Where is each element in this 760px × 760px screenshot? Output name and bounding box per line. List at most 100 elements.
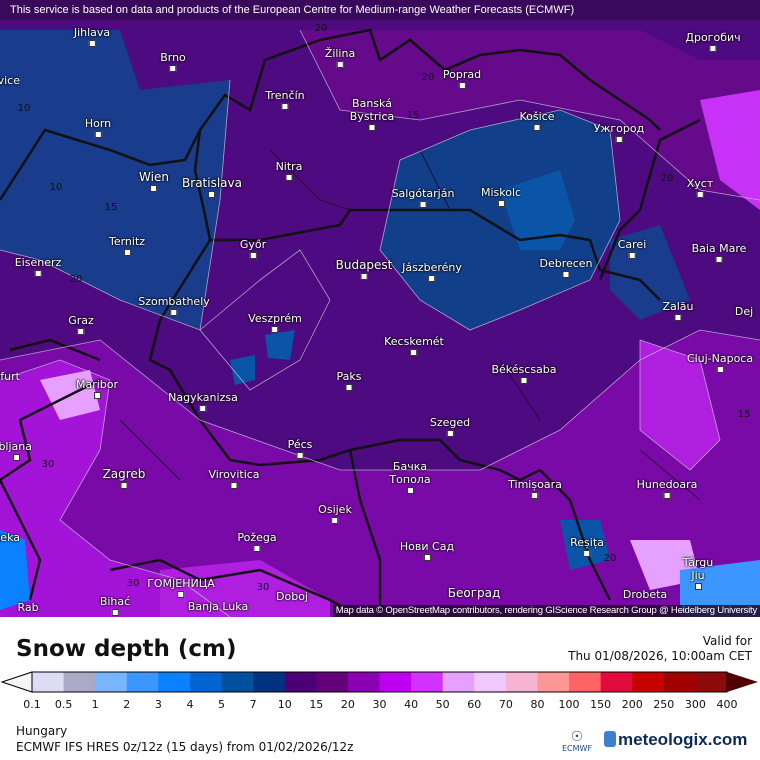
contour-label: 10 — [49, 182, 63, 193]
scale-swatch — [95, 672, 128, 692]
city-marker[interactable]: Jászberény — [402, 261, 462, 282]
city-marker[interactable]: Győr — [240, 238, 266, 259]
city-marker[interactable]: Cluj-Napoca — [687, 352, 753, 373]
city-marker[interactable]: Szombathely — [138, 295, 210, 316]
city-marker[interactable]: Miskolc — [481, 186, 521, 207]
scale-tick-label: 7 — [249, 698, 257, 711]
city-marker[interactable]: Békéscsaba — [491, 363, 557, 384]
scale-tick-label: 300 — [684, 698, 706, 711]
city-marker[interactable]: Nagykanizsa — [168, 391, 238, 412]
city-marker[interactable]: Baia Mare — [691, 242, 747, 263]
city-label: Kecskemét — [384, 335, 444, 348]
scale-swatch — [189, 672, 223, 692]
city-label: Београд — [447, 586, 501, 600]
city-marker[interactable]: Bihać — [100, 595, 130, 616]
city-marker[interactable]: Paks — [336, 370, 362, 391]
city-marker[interactable]: Brno — [160, 51, 186, 72]
city-marker[interactable]: Nitra — [276, 160, 302, 181]
city-marker[interactable]: ГОМЈЕНИЦА — [147, 577, 215, 598]
city-marker[interactable]: Trenčín — [265, 89, 305, 110]
city-marker[interactable]: Graz — [68, 314, 94, 335]
city-label: Eisenerz — [14, 256, 62, 269]
city-marker[interactable]: Maribor — [76, 378, 118, 399]
city-marker[interactable]: Нови Сад — [400, 540, 454, 561]
city-marker[interactable]: Doboj — [276, 590, 308, 603]
color-scale-ticks: 0.1 0.5 1 2 3 4 5 7 10 15 20 30 40 50 60 70 80 100 150 200 2… — [0, 698, 760, 712]
city-marker[interactable]: Salgótarján — [392, 187, 454, 208]
scale-swatch — [569, 672, 602, 692]
city-marker[interactable]: Wien — [139, 171, 169, 192]
city-marker[interactable]: Virovitica — [208, 468, 260, 489]
city-marker[interactable]: Београд — [448, 587, 501, 600]
city-label: Bratislava — [182, 176, 242, 190]
city-label: Rab — [17, 601, 39, 614]
scale-swatch — [632, 672, 665, 692]
city-label: Banská Bystrica — [349, 97, 395, 123]
city-marker[interactable]: Хуст — [686, 177, 714, 198]
city-marker[interactable]: Drobeta — [623, 588, 667, 601]
city-label: Košice — [519, 110, 555, 123]
city-label: Szombathely — [138, 295, 210, 308]
snow-depth-map[interactable]: 10 10 15 20 20 15 20 20 30 30 30 20 15 J… — [0, 0, 760, 617]
city-label: Хуст — [686, 177, 714, 190]
city-label: Horn — [84, 117, 112, 130]
city-label: Târgu Jiu — [682, 556, 714, 582]
scale-swatch — [63, 672, 96, 692]
scale-swatch — [379, 672, 412, 692]
scale-tick-label: 250 — [653, 698, 675, 711]
city-marker[interactable]: Košice — [520, 110, 555, 131]
city-label: České Budějovice — [0, 74, 20, 87]
city-marker[interactable]: Zagreb — [103, 468, 145, 489]
city-marker[interactable]: Rijeka — [0, 531, 20, 544]
city-marker[interactable]: Ужгород — [594, 122, 644, 143]
scale-swatch — [221, 672, 254, 692]
city-marker[interactable]: Pécs — [288, 438, 312, 459]
city-label: Maribor — [75, 378, 119, 391]
city-marker[interactable]: Banja Luka — [188, 600, 248, 613]
city-marker[interactable]: Kecskemét — [384, 335, 444, 356]
city-marker[interactable]: Banská Bystrica — [345, 97, 400, 131]
city-marker[interactable]: Târgu Jiu — [681, 556, 715, 590]
city-marker[interactable]: Ternitz — [109, 235, 145, 256]
city-marker[interactable]: Rab — [17, 601, 38, 614]
city-marker[interactable]: Poprad — [443, 68, 481, 89]
city-marker[interactable]: Timișoara — [508, 478, 562, 499]
city-label: Paks — [336, 370, 362, 383]
map-attribution[interactable]: Map data © OpenStreetMap contributors, r… — [332, 605, 760, 617]
city-label: Ternitz — [108, 235, 146, 248]
contour-label: 20 — [314, 23, 328, 34]
city-marker[interactable]: Дрогобич — [685, 31, 741, 52]
city-marker[interactable]: Bratislava — [182, 177, 242, 198]
city-marker[interactable]: Žilina — [325, 47, 355, 68]
city-marker[interactable]: Szeged — [430, 416, 470, 437]
scale-tick-label: 4 — [186, 698, 194, 711]
scale-tick-label: 20 — [340, 698, 355, 711]
city-label: Baia Mare — [691, 242, 747, 255]
city-marker[interactable]: Carei — [618, 238, 646, 259]
region-10-15cm-carei — [610, 225, 690, 320]
city-marker[interactable]: Hunedoara — [637, 478, 697, 499]
city-marker[interactable]: Debrecen — [539, 257, 593, 278]
scale-tick-label: 30 — [372, 698, 387, 711]
city-label: Győr — [239, 238, 267, 251]
city-marker[interactable]: Бачка Топола — [385, 460, 435, 494]
city-marker[interactable]: Klagenfurt — [0, 370, 20, 383]
scale-swatch — [32, 672, 65, 692]
city-marker[interactable]: Ljubljana — [0, 440, 32, 461]
city-marker[interactable]: Osijek — [318, 503, 352, 524]
scale-under-arrow — [0, 671, 33, 693]
contour-label: 15 — [406, 110, 420, 121]
city-marker[interactable]: Jihlava — [74, 26, 110, 47]
city-marker[interactable]: Eisenerz — [14, 256, 62, 277]
city-marker[interactable]: Požega — [237, 531, 277, 552]
city-marker[interactable]: Dej — [735, 305, 753, 318]
meteologix-logo[interactable]: meteologix.com — [604, 730, 747, 750]
city-marker[interactable]: Horn — [85, 117, 111, 138]
contour-label: 20 — [421, 72, 435, 83]
city-marker[interactable]: Budapest — [336, 259, 392, 280]
city-marker[interactable]: Veszprém — [248, 312, 302, 333]
city-marker[interactable]: České Budějovice — [0, 74, 20, 87]
scale-tick-label: 400 — [716, 698, 738, 711]
city-marker[interactable]: Zalău — [662, 300, 694, 321]
city-marker[interactable]: Reșița — [570, 536, 604, 557]
